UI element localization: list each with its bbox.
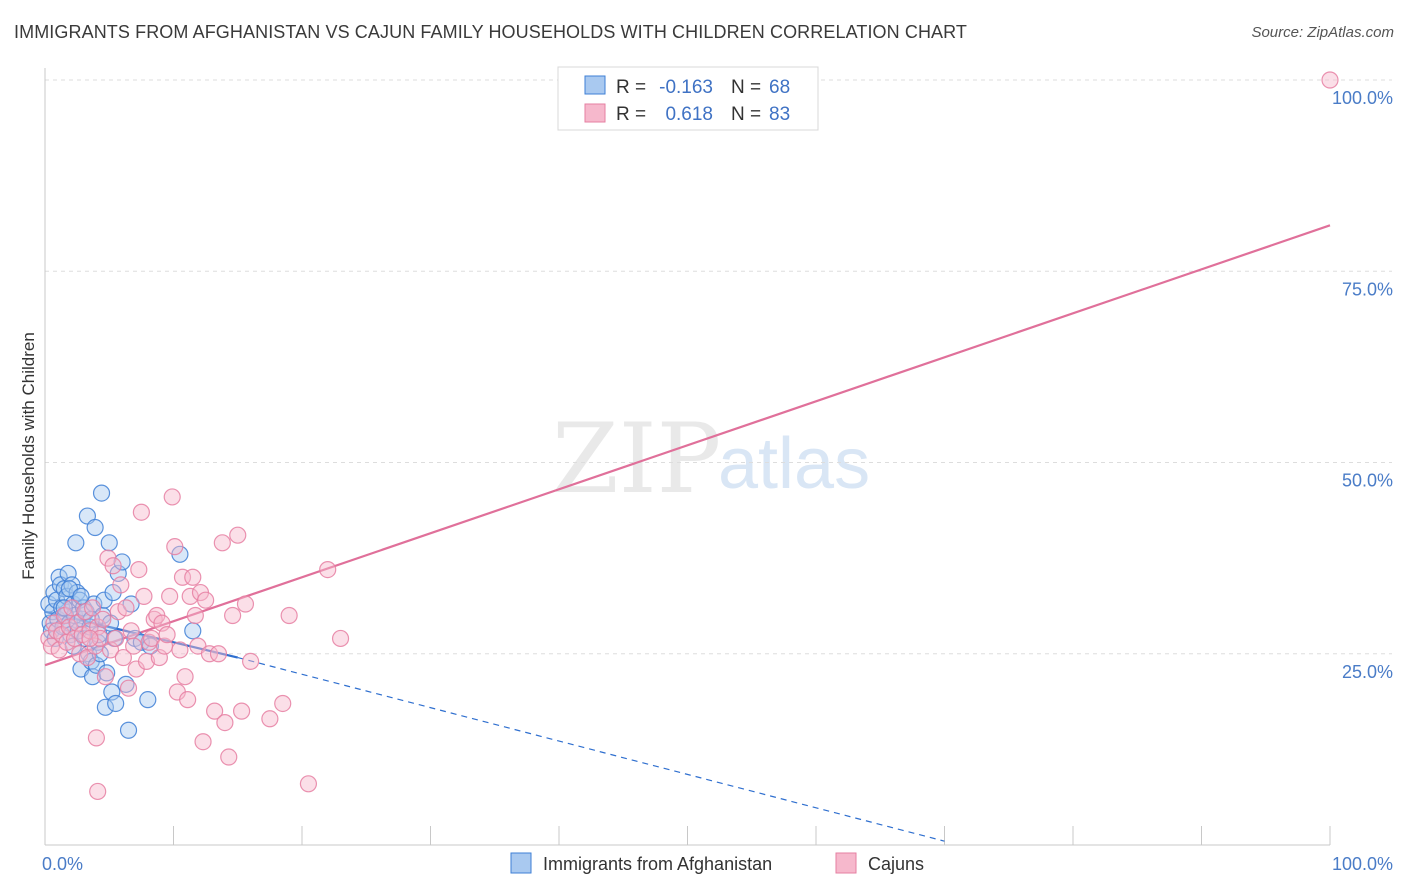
point-cajuns-35 xyxy=(130,560,148,579)
trend-line-afghanistan-extension xyxy=(237,656,945,842)
x-tick-label-1: 100.0% xyxy=(1332,854,1393,874)
point-afghanistan-55 xyxy=(119,721,138,739)
point-cajuns-37 xyxy=(135,587,153,605)
point-cajuns-74 xyxy=(274,694,292,713)
point-cajuns-73 xyxy=(261,710,279,728)
point-afghanistan-51 xyxy=(107,694,125,713)
point-cajuns-71 xyxy=(236,595,255,613)
point-cajuns-29 xyxy=(114,648,132,667)
legend-n-value-2: 83 xyxy=(769,104,790,125)
y-tick-label-3: 100.0% xyxy=(1332,88,1393,108)
trend-line-cajuns xyxy=(44,224,1331,667)
point-cajuns-63 xyxy=(206,702,224,720)
point-cajuns-49 xyxy=(166,538,184,556)
legend-r-value-1: -0.163 xyxy=(659,77,713,98)
point-cajuns-28 xyxy=(112,576,130,594)
legend-swatch-pink xyxy=(584,103,606,123)
point-cajuns-9 xyxy=(63,599,81,617)
watermark-zip: ZIP xyxy=(552,403,721,515)
point-afghanistan-62 xyxy=(184,622,202,640)
point-cajuns-46 xyxy=(158,626,176,644)
point-cajuns-27 xyxy=(109,603,127,621)
point-cajuns-53 xyxy=(176,668,194,686)
legend-swatch-blue xyxy=(584,75,606,95)
y-tick-label-0: 25.0% xyxy=(1342,662,1393,682)
point-afghanistan-41 xyxy=(92,484,111,502)
series-legend-swatch-afghanistan xyxy=(510,852,532,874)
point-cajuns-62 xyxy=(200,645,219,663)
point-cajuns-22 xyxy=(96,668,114,686)
data-points xyxy=(40,71,1339,801)
y-tick-label-2: 75.0% xyxy=(1342,279,1393,299)
point-afghanistan-59 xyxy=(139,691,157,709)
point-cajuns-30 xyxy=(117,599,135,617)
point-cajuns-64 xyxy=(209,645,228,663)
legend-r-value-2: 0.618 xyxy=(665,104,713,125)
grid-lines xyxy=(45,79,1392,655)
point-cajuns-13 xyxy=(73,626,91,644)
point-cajuns-82 xyxy=(1321,71,1339,89)
point-afghanistan-44 xyxy=(96,698,114,716)
legend-r-label-2: R = xyxy=(616,104,646,125)
series-legend-label-cajuns: Cajuns xyxy=(868,854,924,874)
axes xyxy=(44,68,1331,846)
y-axis-label: Family Households with Children xyxy=(19,332,38,580)
watermark-atlas: atlas xyxy=(718,424,870,504)
point-cajuns-67 xyxy=(220,748,238,766)
point-cajuns-69 xyxy=(229,526,247,544)
point-cajuns-36 xyxy=(132,503,150,521)
point-cajuns-70 xyxy=(233,702,251,720)
point-cajuns-21 xyxy=(94,610,112,628)
legend-n-value-1: 68 xyxy=(769,77,790,98)
point-cajuns-60 xyxy=(194,733,212,751)
point-cajuns-61 xyxy=(197,591,215,609)
x-tick-label-0: 0.0% xyxy=(42,854,83,874)
point-cajuns-81 xyxy=(81,629,99,648)
point-cajuns-33 xyxy=(125,637,143,655)
point-cajuns-25 xyxy=(104,557,122,575)
point-cajuns-76 xyxy=(299,775,318,793)
point-cajuns-51 xyxy=(171,641,189,659)
point-cajuns-14 xyxy=(76,603,94,621)
series-legend-label-afghanistan: Immigrants from Afghanistan xyxy=(543,854,772,874)
point-cajuns-31 xyxy=(119,679,138,697)
legend-n-label-1: N = xyxy=(731,77,761,98)
point-afghanistan-46 xyxy=(100,534,118,552)
legend-n-label-2: N = xyxy=(731,104,761,125)
legend-r-label-1: R = xyxy=(616,77,646,98)
point-cajuns-47 xyxy=(161,587,179,605)
y-tick-labels: 25.0% 50.0% 75.0% 100.0% xyxy=(1332,88,1393,682)
point-cajuns-32 xyxy=(122,622,140,640)
point-cajuns-12 xyxy=(71,645,89,663)
point-afghanistan-36 xyxy=(86,518,104,537)
point-cajuns-26 xyxy=(107,629,125,648)
chart-title: IMMIGRANTS FROM AFGHANISTAN VS CAJUN FAM… xyxy=(14,22,968,42)
point-cajuns-77 xyxy=(319,560,337,579)
series-legend-swatch-cajuns xyxy=(835,852,857,874)
point-cajuns-57 xyxy=(186,606,204,625)
point-cajuns-72 xyxy=(242,652,260,671)
point-cajuns-66 xyxy=(216,713,234,732)
stats-legend: R = -0.163 N = 68 R = 0.618 N = 83 xyxy=(557,66,819,131)
point-cajuns-75 xyxy=(280,606,298,625)
point-cajuns-79 xyxy=(87,729,106,747)
point-cajuns-56 xyxy=(184,568,202,586)
point-cajuns-48 xyxy=(163,488,181,506)
point-afghanistan-53 xyxy=(113,553,131,571)
series-legend: Immigrants from Afghanistan Cajuns xyxy=(510,852,924,874)
y-tick-label-1: 50.0% xyxy=(1342,471,1393,491)
x-tick-labels: 0.0% 100.0% xyxy=(42,854,1393,874)
point-afghanistan-21 xyxy=(67,534,85,552)
point-cajuns-38 xyxy=(137,652,156,671)
point-cajuns-78 xyxy=(331,629,350,648)
point-cajuns-80 xyxy=(89,782,107,801)
point-cajuns-17 xyxy=(83,599,102,617)
point-cajuns-54 xyxy=(179,691,197,709)
point-cajuns-65 xyxy=(213,534,231,552)
point-cajuns-68 xyxy=(224,606,242,625)
chart-source: Source: ZipAtlas.com xyxy=(1251,24,1394,41)
